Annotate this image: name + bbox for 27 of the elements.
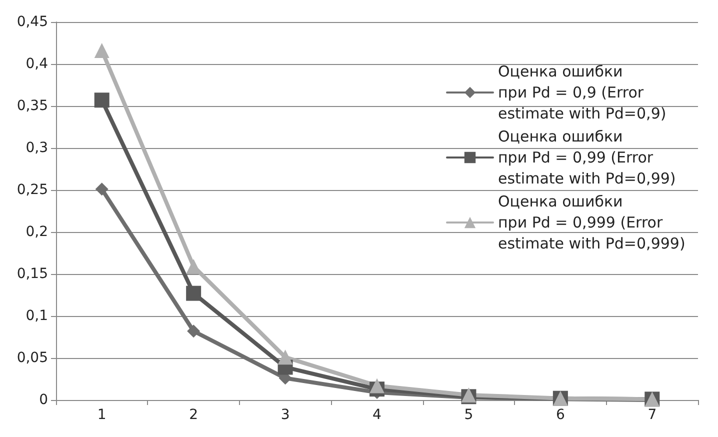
point: [370, 378, 384, 394]
y-tick-label: 0,35: [16, 98, 48, 114]
x-tick-label: 2: [189, 407, 198, 423]
point: [94, 92, 110, 108]
y-tick-label: 0,3: [26, 140, 48, 156]
y-tick-label: 0,15: [16, 266, 48, 282]
y-tick-label: 0,1: [26, 308, 48, 324]
point: [95, 182, 108, 196]
x-tick-label: 6: [556, 407, 565, 423]
point: [187, 324, 200, 338]
x-tick-label: 7: [648, 407, 657, 423]
y-tick-label: 0,4: [26, 56, 48, 72]
legend-label: Оценка ошибки при Pd = 0,99 (Error estimate with Pd=0,99): [498, 128, 676, 188]
legend-label: Оценка ошибки при Pd = 0,999 (Error estimate with Pd=0,999): [498, 192, 686, 252]
y-tick-label: 0,45: [16, 14, 48, 30]
y-tick-label: 0,25: [16, 182, 48, 198]
x-tick-label: 3: [280, 407, 290, 423]
point: [278, 350, 293, 365]
x-tick-label: 4: [372, 407, 382, 423]
x-tick-label: 5: [464, 407, 474, 423]
y-tick-label: 0,2: [26, 224, 48, 240]
x-tick-label: 1: [97, 407, 106, 423]
y-tick-label: 0,05: [16, 350, 48, 366]
point: [186, 286, 202, 301]
legend-label: Оценка ошибки при Pd = 0,9 (Error estimate with Pd=0,9): [498, 62, 666, 122]
point: [94, 43, 110, 58]
y-tick-label: 0: [39, 392, 48, 408]
